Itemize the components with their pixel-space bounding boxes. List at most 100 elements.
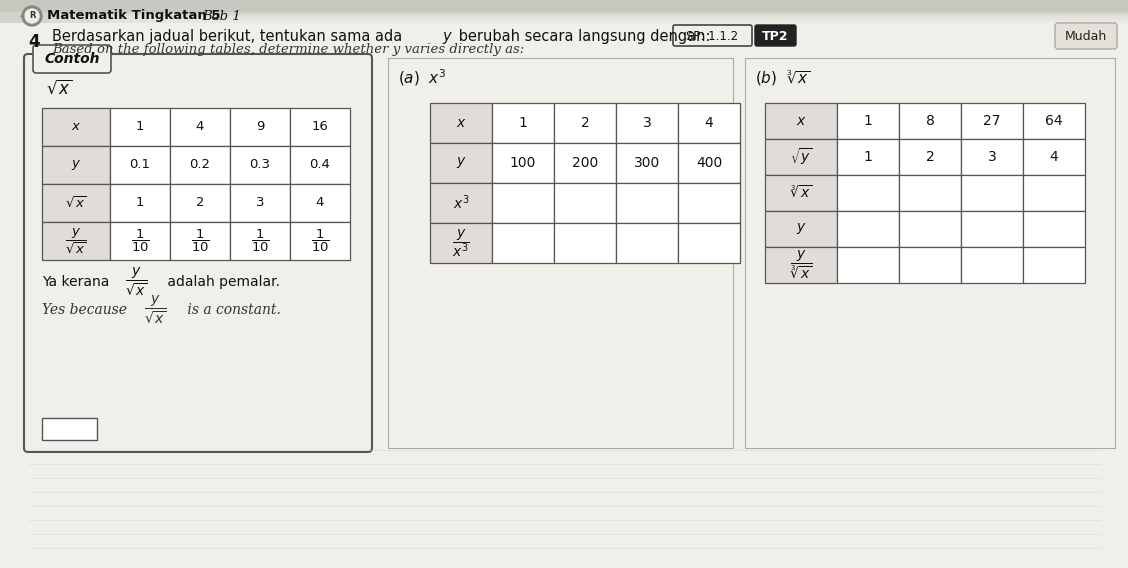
Bar [42,184,111,222]
Text: 2: 2 [926,150,934,164]
Text: 400: 400 [696,156,722,170]
Text: 2: 2 [581,116,589,130]
Text: 1: 1 [519,116,528,130]
Bar [230,222,290,260]
Text: $y$: $y$ [456,156,466,170]
Text: $(b)$  $\sqrt[3]{x}$: $(b)$ $\sqrt[3]{x}$ [755,69,811,87]
Bar [554,183,616,223]
Bar [1023,247,1085,283]
Text: $\dfrac{1}{10}$: $\dfrac{1}{10}$ [250,228,270,254]
Text: SP: 1.1.2: SP: 1.1.2 [686,30,738,43]
Text: 1: 1 [135,197,144,210]
Text: R: R [28,11,35,20]
Bar [616,143,678,183]
FancyBboxPatch shape [24,54,372,452]
Text: 1: 1 [135,120,144,133]
Text: berubah secara langsung dengan:: berubah secara langsung dengan: [453,28,711,44]
Text: adalah pemalar.: adalah pemalar. [164,275,280,289]
Bar [899,139,961,175]
Bar [430,183,492,223]
Text: $y$: $y$ [71,158,81,172]
Text: 1: 1 [864,114,872,128]
Bar [765,139,837,175]
Text: 3: 3 [988,150,996,164]
Text: TP2: TP2 [761,30,788,43]
Bar [678,223,740,263]
Bar [42,108,111,146]
Text: Yes because: Yes because [42,303,131,317]
FancyBboxPatch shape [33,45,111,73]
Bar [899,211,961,247]
FancyBboxPatch shape [755,25,796,46]
Circle shape [25,9,39,23]
Bar [1023,139,1085,175]
Bar [765,247,837,283]
Circle shape [23,6,42,26]
Bar [837,103,899,139]
Text: 200: 200 [572,156,598,170]
Text: 300: 300 [634,156,660,170]
Bar [492,143,554,183]
Bar [170,108,230,146]
Bar [837,211,899,247]
Text: $\dfrac{1}{10}$: $\dfrac{1}{10}$ [191,228,210,254]
Bar [1023,103,1085,139]
Bar [230,184,290,222]
Text: $x$: $x$ [71,120,81,133]
Bar [492,183,554,223]
Text: $x$: $x$ [456,116,466,130]
Bar [42,222,111,260]
Text: 9: 9 [256,120,264,133]
Bar [1023,175,1085,211]
Bar [290,184,350,222]
Text: Mudah: Mudah [1065,30,1107,43]
Bar [290,222,350,260]
Text: Based on the following tables, determine whether y varies directly as:: Based on the following tables, determine… [52,44,525,56]
Bar [388,58,733,448]
Text: $\dfrac{1}{10}$: $\dfrac{1}{10}$ [131,228,149,254]
Text: 0.3: 0.3 [249,158,271,172]
Text: 4: 4 [28,33,39,51]
FancyBboxPatch shape [199,20,1128,37]
Text: is a constant.: is a constant. [183,303,281,317]
Text: 3: 3 [643,116,651,130]
Text: 100: 100 [510,156,536,170]
Bar [616,183,678,223]
Text: 0.2: 0.2 [190,158,211,172]
Text: Matematik Tingkatan 5: Matematik Tingkatan 5 [47,10,226,23]
Bar [290,108,350,146]
Text: Ya kerana: Ya kerana [42,275,114,289]
Text: $y$: $y$ [795,222,807,236]
Bar [170,184,230,222]
Bar [899,175,961,211]
Text: 3: 3 [256,197,264,210]
Bar [961,211,1023,247]
Text: $x^3$: $x^3$ [452,194,469,212]
Bar [290,146,350,184]
FancyBboxPatch shape [1055,23,1117,49]
Text: 8: 8 [926,114,934,128]
Bar [961,175,1023,211]
Text: $\dfrac{y}{x^3}$: $\dfrac{y}{x^3}$ [452,227,470,259]
Bar [111,108,170,146]
Text: 4: 4 [705,116,713,130]
Bar [170,222,230,260]
Text: 0.1: 0.1 [130,158,150,172]
Bar [170,146,230,184]
Bar [430,143,492,183]
Text: 4: 4 [316,197,324,210]
Bar [492,103,554,143]
Bar [678,143,740,183]
Text: Bab 1: Bab 1 [202,10,240,23]
Text: 64: 64 [1046,114,1063,128]
Bar [0,0,1128,23]
Bar [230,108,290,146]
Text: 27: 27 [984,114,1001,128]
Bar [111,222,170,260]
Text: 1: 1 [864,150,872,164]
Bar [42,146,111,184]
Text: 4: 4 [196,120,204,133]
Bar [616,103,678,143]
Text: $\dfrac{1}{10}$: $\dfrac{1}{10}$ [310,228,329,254]
Bar [554,143,616,183]
